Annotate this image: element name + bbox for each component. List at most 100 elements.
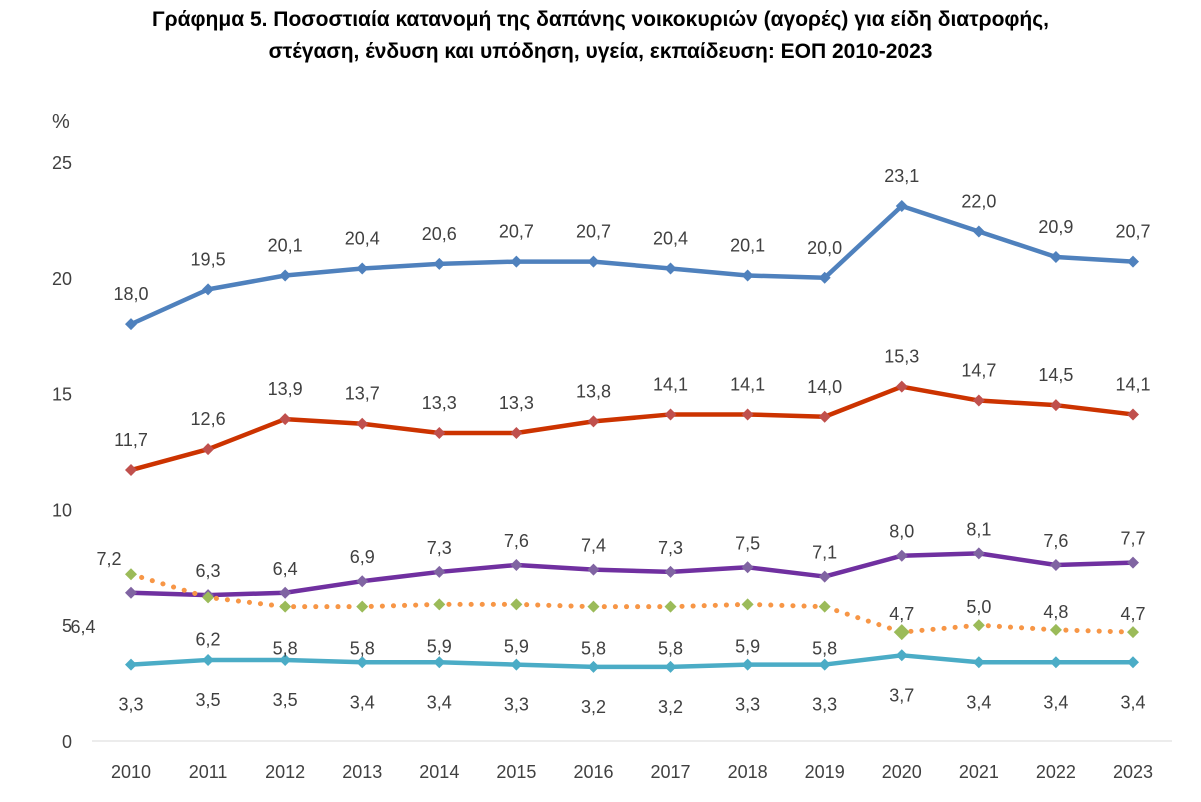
series-cyan-data-label: 3,4 bbox=[1043, 692, 1068, 712]
series-blue-marker bbox=[125, 318, 137, 331]
series-red-marker bbox=[356, 417, 369, 430]
series-orange-marker bbox=[818, 600, 831, 613]
series-cyan-data-label: 3,5 bbox=[273, 690, 298, 710]
x-tick-label: 2010 bbox=[111, 762, 151, 782]
series-orange-data-label: 7,2 bbox=[96, 549, 121, 569]
series-red-marker bbox=[1049, 399, 1062, 412]
series-purple-data-label: 8,0 bbox=[889, 522, 914, 542]
x-tick-label: 2012 bbox=[265, 762, 305, 782]
series-blue-data-label: 20,0 bbox=[807, 238, 842, 258]
series-blue-marker bbox=[279, 269, 292, 282]
series-red-marker bbox=[818, 410, 831, 423]
series-purple-marker bbox=[433, 565, 446, 578]
series-cyan-data-label: 3,3 bbox=[504, 695, 529, 715]
series-blue-data-label: 20,4 bbox=[653, 229, 688, 249]
series-purple-marker bbox=[818, 570, 831, 583]
x-tick-label: 2022 bbox=[1036, 762, 1076, 782]
series-cyan-data-label: 3,4 bbox=[1120, 692, 1145, 712]
y-tick-label: 0 bbox=[62, 732, 72, 752]
series-purple-data-label: 7,3 bbox=[427, 538, 452, 558]
series-orange-marker bbox=[741, 598, 754, 611]
series-purple-marker bbox=[972, 547, 985, 560]
y-tick-label: 15 bbox=[52, 385, 72, 405]
series-purple-data-label: 7,7 bbox=[1120, 529, 1145, 549]
series-purple-data-label: 6,3 bbox=[196, 561, 221, 581]
series-blue-data-label: 20,6 bbox=[422, 224, 457, 244]
series-blue-marker bbox=[510, 255, 523, 268]
series-cyan-marker bbox=[895, 649, 908, 662]
series-blue-marker bbox=[895, 200, 908, 213]
x-tick-label: 2011 bbox=[189, 762, 228, 782]
y-tick-label: 20 bbox=[52, 269, 72, 289]
series-orange-data-label: 5,8 bbox=[273, 639, 298, 659]
series-orange-marker bbox=[202, 591, 215, 604]
series-orange-data-label: 5,8 bbox=[350, 639, 375, 659]
series-cyan-marker bbox=[125, 658, 137, 671]
series-purple-marker bbox=[587, 563, 600, 576]
x-tick-label: 2020 bbox=[882, 762, 922, 782]
series-purple-data-label: 7,4 bbox=[581, 536, 606, 556]
series-purple-line bbox=[128, 551, 1136, 598]
series-purple-marker bbox=[1049, 558, 1062, 571]
series-blue-data-label: 20,9 bbox=[1038, 217, 1073, 237]
series-cyan-marker bbox=[587, 660, 600, 673]
series-purple-marker bbox=[741, 561, 754, 574]
series-orange-data-label: 4,7 bbox=[1120, 604, 1145, 624]
series-red-data-label: 13,3 bbox=[422, 393, 457, 413]
series-orange-marker bbox=[433, 598, 446, 611]
series-blue-data-label: 20,1 bbox=[268, 235, 303, 255]
series-cyan-data-label: 3,7 bbox=[889, 685, 914, 705]
series-red-data-label: 15,3 bbox=[884, 347, 919, 367]
series-orange-marker bbox=[664, 600, 677, 613]
series-blue-marker bbox=[1049, 250, 1062, 263]
series-red-data-label: 14,1 bbox=[1115, 374, 1150, 394]
series-cyan-marker bbox=[356, 656, 369, 669]
series-blue-data-label: 20,4 bbox=[345, 229, 380, 249]
series-purple-data-label: 6,9 bbox=[350, 547, 375, 567]
series-red-data-label: 11,7 bbox=[114, 430, 148, 450]
series-blue-marker bbox=[741, 269, 754, 282]
series-cyan-line bbox=[128, 653, 1136, 670]
series-cyan-data-label: 3,4 bbox=[350, 692, 375, 712]
series-purple-marker bbox=[1127, 556, 1139, 569]
series-blue-data-label: 18,0 bbox=[113, 284, 148, 304]
series-blue-data-label: 20,7 bbox=[499, 222, 534, 242]
series-purple-data-label: 7,3 bbox=[658, 538, 683, 558]
series-cyan-marker bbox=[664, 660, 677, 673]
x-tick-label: 2014 bbox=[419, 762, 459, 782]
series-cyan-marker bbox=[1127, 656, 1139, 669]
series-orange-data-label: 5,9 bbox=[427, 636, 452, 656]
series-cyan-marker bbox=[510, 658, 523, 671]
series-orange-data-label: 4,7 bbox=[889, 604, 914, 624]
series-purple-data-label: 6,4 bbox=[70, 617, 95, 637]
series-blue-data-label: 20,7 bbox=[1115, 222, 1150, 242]
series-orange-data-label: 5,8 bbox=[581, 639, 606, 659]
series-red-data-label: 14,1 bbox=[730, 374, 765, 394]
series-blue-data-label: 20,7 bbox=[576, 222, 611, 242]
x-tick-label: 2015 bbox=[496, 762, 536, 782]
series-orange-data-label: 4,8 bbox=[1043, 602, 1068, 622]
series-cyan-data-label: 3,2 bbox=[581, 697, 606, 717]
series-blue-marker bbox=[1127, 255, 1139, 268]
series-blue-data-label: 19,5 bbox=[191, 249, 226, 269]
series-red-data-label: 13,9 bbox=[268, 379, 303, 399]
x-tick-label: 2016 bbox=[573, 762, 613, 782]
series-red-marker bbox=[741, 408, 754, 421]
series-red-marker bbox=[664, 408, 677, 421]
y-axis-label: % bbox=[52, 111, 70, 133]
series-blue-marker bbox=[972, 225, 985, 238]
series-blue-marker bbox=[664, 262, 677, 275]
series-cyan-data-label: 3,4 bbox=[966, 692, 991, 712]
series-red-data-label: 14,5 bbox=[1038, 365, 1073, 385]
series-red-data-label: 14,1 bbox=[653, 374, 688, 394]
series-red-data-label: 14,0 bbox=[807, 377, 842, 397]
series-cyan-data-label: 3,3 bbox=[812, 695, 837, 715]
series-red-data-label: 13,7 bbox=[345, 384, 380, 404]
series-purple-data-label: 7,5 bbox=[735, 533, 760, 553]
series-orange-marker bbox=[125, 568, 137, 581]
series-cyan-marker bbox=[279, 653, 292, 666]
series-blue-marker bbox=[587, 255, 600, 268]
series-purple-data-label: 7,1 bbox=[812, 543, 837, 563]
series-purple-marker bbox=[279, 586, 292, 599]
